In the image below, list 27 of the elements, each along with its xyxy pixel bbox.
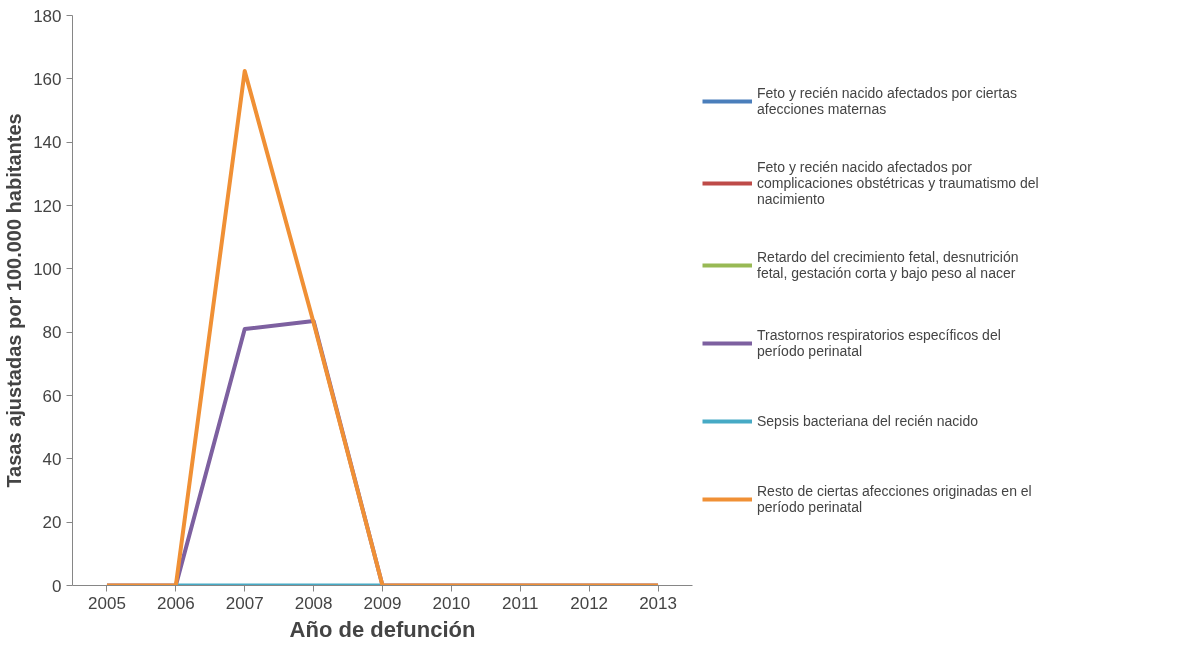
y-tick-label: 40 [42,449,62,469]
y-tick-label: 160 [33,69,62,89]
y-tick-label: 120 [33,196,62,216]
y-axis-title: Tasas ajustadas por 100.000 habitantes [3,113,26,488]
legend-label: Feto y recién nacido afectados por complicaciones obstétricas y traumatismo del nacimiento [757,159,1039,207]
y-tick-label: 20 [42,513,62,533]
x-tick-label: 2008 [294,593,333,613]
legend-label: Sepsis bacteriana del recién nacido [757,412,979,431]
x-tick-label: 2011 [502,593,539,613]
x-tick-label: 2005 [88,593,126,613]
y-tick-label: 60 [42,386,62,406]
x-tick-label: 2007 [225,593,264,613]
x-tick-label: 2012 [570,593,609,613]
x-tick-label: 2010 [432,593,471,613]
x-tick-label: 2013 [639,593,677,613]
y-tick-label: 100 [33,259,62,279]
legend-label: Resto de ciertas afecciones originadas en el período perinatal [757,482,1032,517]
legend-label: Feto y recién nacido afectados por ciertas afecciones maternas [757,84,1017,119]
y-tick-label: 0 [52,576,62,596]
y-tick-label: 140 [33,133,62,153]
legend-label: Trastornos respiratorios específicos del período perinatal [757,326,1001,361]
x-axis-title: Año de defunción [289,616,476,642]
y-tick-label: 80 [42,323,62,343]
legend-label: Retardo del crecimiento fetal, desnutrición fetal, gestación corta y bajo peso al nacer [757,248,1019,283]
x-tick-label: 2006 [156,593,195,613]
x-tick-label: 2009 [363,593,402,613]
y-tick-label: 180 [33,6,62,26]
